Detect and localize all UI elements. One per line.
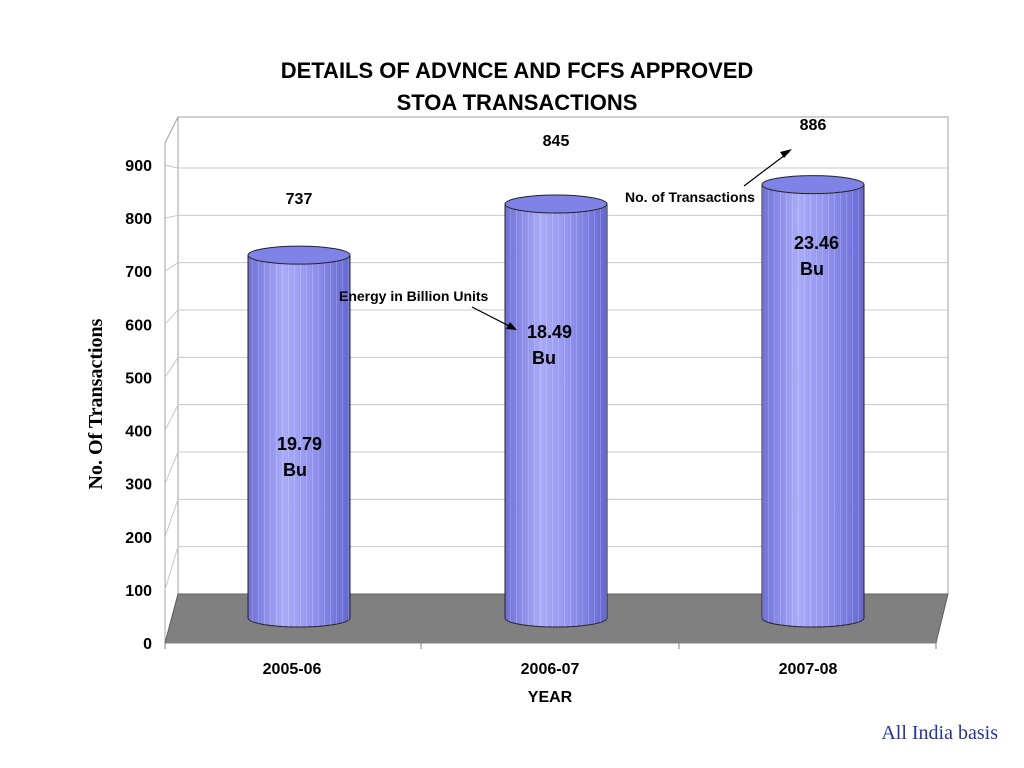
bar-texture-2005-06 [248, 255, 350, 628]
category-label-2005-06: 2005-06 [263, 661, 322, 678]
y-axis-tick-labels: 0 100 200 300 400 500 600 700 800 900 [125, 158, 152, 653]
value-label-2005-06: 737 [286, 191, 313, 208]
energy-label-2006-07-value: 18.49 [527, 322, 572, 342]
energy-label-2007-08-unit: Bu [800, 259, 824, 279]
value-label-2007-08: 886 [800, 117, 827, 134]
energy-label-2005-06-value: 19.79 [277, 434, 322, 454]
bars [247, 175, 865, 628]
footer-note: All India basis [881, 722, 998, 744]
side-gridline-300 [164, 451, 179, 484]
annotation-transactions-arrow [743, 151, 790, 187]
category-label-2007-08: 2007-08 [779, 661, 838, 678]
bar-texture-2007-08 [762, 184, 864, 628]
bar-2005-06 [247, 245, 351, 628]
annotation-transactions-arrowhead [780, 149, 792, 158]
bar-texture-2006-07 [505, 204, 607, 628]
y-tick-label-900: 900 [125, 158, 152, 175]
bar-top-2005-06 [247, 245, 351, 265]
y-tick-label-800: 800 [125, 211, 152, 228]
y-tick-label-300: 300 [125, 477, 152, 494]
y-tick-label-500: 500 [125, 370, 152, 387]
annotation-energy-arrowhead [506, 322, 517, 330]
chart-title-line-1: DETAILS OF ADVNCE AND FCFS APPROVED [281, 58, 754, 83]
energy-label-2006-07-unit: Bu [532, 348, 556, 368]
side-gridline-600 [164, 309, 179, 325]
side-gridline-500 [164, 357, 179, 378]
value-label-2006-07: 845 [543, 133, 570, 150]
side-gridline-700 [164, 262, 179, 272]
y-axis-label: No. Of Transactions [85, 318, 107, 489]
category-label-2006-07: 2006-07 [521, 661, 580, 678]
bar-2006-07 [504, 194, 608, 628]
annotation-energy-arrow [471, 306, 514, 329]
y-tick-label-600: 600 [125, 317, 152, 334]
x-axis-ticks [164, 643, 937, 649]
y-tick-label-200: 200 [125, 530, 152, 547]
x-axis-label: YEAR [528, 689, 573, 706]
annotation-transactions: No. of Transactions [625, 189, 755, 205]
energy-label-2005-06-unit: Bu [283, 460, 307, 480]
bar-top-2007-08 [761, 175, 865, 195]
y-tick-label-100: 100 [125, 583, 152, 600]
side-wall [164, 116, 179, 644]
side-gridline-400 [164, 404, 179, 431]
y-tick-label-0: 0 [143, 636, 152, 653]
side-gridline-800 [164, 214, 179, 219]
y-tick-label-400: 400 [125, 424, 152, 441]
bar-top-2006-07 [504, 194, 608, 214]
energy-label-2007-08-value: 23.46 [794, 233, 839, 253]
side-gridline-200 [164, 499, 179, 537]
side-gridline-100 [164, 546, 179, 591]
bar-2007-08 [761, 175, 865, 628]
side-gridline-900 [164, 164, 179, 169]
annotation-energy: Energy in Billion Units [339, 288, 489, 304]
chart-title-line-2: STOA TRANSACTIONS [397, 90, 638, 115]
y-tick-label-700: 700 [125, 264, 152, 281]
